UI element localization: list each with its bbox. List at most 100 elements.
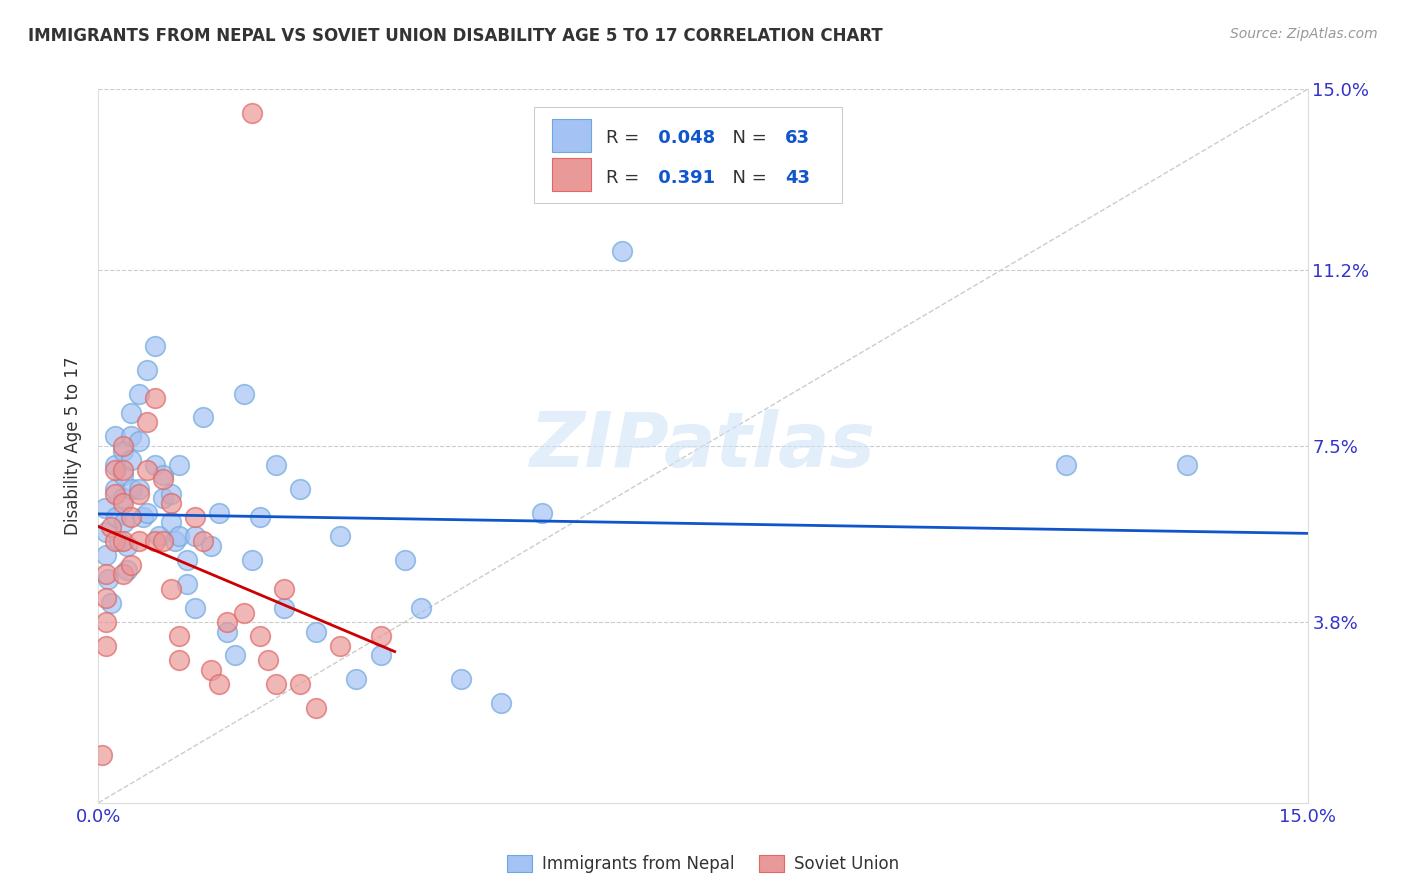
Point: [135, 463, 157, 477]
Point: [264, 677, 287, 691]
Point: [121, 482, 143, 496]
Point: [1175, 458, 1198, 472]
Point: [264, 458, 287, 472]
Point: [344, 672, 367, 686]
Point: [612, 244, 634, 258]
FancyBboxPatch shape: [534, 107, 842, 203]
Point: [217, 615, 239, 629]
Point: [329, 639, 352, 653]
Legend: Immigrants from Nepal, Soviet Union: Immigrants from Nepal, Soviet Union: [501, 848, 905, 880]
Point: [96, 567, 118, 582]
Point: [167, 629, 190, 643]
Point: [491, 696, 513, 710]
Point: [112, 515, 135, 529]
Point: [128, 534, 150, 549]
Point: [167, 458, 190, 472]
Point: [152, 491, 174, 506]
Point: [273, 582, 295, 596]
Text: 0.391: 0.391: [652, 169, 716, 186]
Point: [176, 553, 198, 567]
Point: [96, 549, 118, 563]
Point: [105, 510, 128, 524]
Point: [120, 406, 142, 420]
Point: [450, 672, 472, 686]
Text: R =: R =: [606, 129, 645, 147]
Point: [160, 486, 183, 500]
Point: [193, 410, 215, 425]
Point: [305, 624, 328, 639]
Text: 0.048: 0.048: [652, 129, 716, 147]
Point: [370, 648, 392, 663]
Point: [120, 510, 142, 524]
Point: [409, 600, 432, 615]
Point: [128, 386, 150, 401]
Point: [128, 482, 150, 496]
Point: [96, 639, 118, 653]
Text: 43: 43: [785, 169, 810, 186]
Point: [184, 510, 207, 524]
Point: [111, 439, 134, 453]
Point: [1054, 458, 1077, 472]
FancyBboxPatch shape: [553, 158, 591, 191]
Point: [103, 482, 125, 496]
Point: [120, 558, 142, 572]
Y-axis label: Disability Age 5 to 17: Disability Age 5 to 17: [65, 357, 83, 535]
Point: [200, 539, 222, 553]
Point: [160, 582, 183, 596]
Point: [135, 415, 157, 429]
Point: [143, 392, 166, 406]
Text: ZIPatlas: ZIPatlas: [530, 409, 876, 483]
Point: [96, 591, 118, 606]
Point: [143, 339, 166, 353]
Text: IMMIGRANTS FROM NEPAL VS SOVIET UNION DISABILITY AGE 5 TO 17 CORRELATION CHART: IMMIGRANTS FROM NEPAL VS SOVIET UNION DI…: [28, 27, 883, 45]
Point: [111, 534, 134, 549]
Point: [143, 534, 166, 549]
Point: [103, 429, 125, 443]
Point: [152, 467, 174, 482]
Point: [305, 700, 328, 714]
Point: [232, 606, 254, 620]
Point: [100, 520, 122, 534]
Point: [176, 577, 198, 591]
Point: [370, 629, 392, 643]
Point: [100, 596, 122, 610]
Point: [103, 486, 125, 500]
Point: [249, 510, 271, 524]
Text: 63: 63: [785, 129, 810, 147]
Point: [152, 534, 174, 549]
Point: [167, 653, 190, 667]
Point: [96, 615, 118, 629]
Point: [107, 534, 129, 549]
Point: [111, 467, 134, 482]
Point: [224, 648, 246, 663]
Text: N =: N =: [721, 129, 773, 147]
Point: [91, 748, 114, 763]
Point: [208, 506, 231, 520]
Point: [143, 458, 166, 472]
Point: [208, 677, 231, 691]
Text: N =: N =: [721, 169, 773, 186]
Point: [240, 106, 263, 120]
Point: [148, 529, 170, 543]
Point: [329, 529, 352, 543]
Point: [240, 553, 263, 567]
Point: [530, 506, 553, 520]
Point: [152, 472, 174, 486]
Point: [288, 677, 311, 691]
Point: [111, 496, 134, 510]
Point: [97, 572, 120, 586]
Point: [200, 663, 222, 677]
Point: [111, 443, 134, 458]
Point: [128, 434, 150, 449]
Point: [232, 386, 254, 401]
Point: [94, 500, 117, 515]
Point: [103, 458, 125, 472]
Point: [273, 600, 295, 615]
Point: [128, 486, 150, 500]
Point: [115, 539, 138, 553]
Point: [132, 510, 155, 524]
Point: [103, 534, 125, 549]
Point: [167, 529, 190, 543]
Point: [120, 429, 142, 443]
Point: [120, 453, 142, 467]
